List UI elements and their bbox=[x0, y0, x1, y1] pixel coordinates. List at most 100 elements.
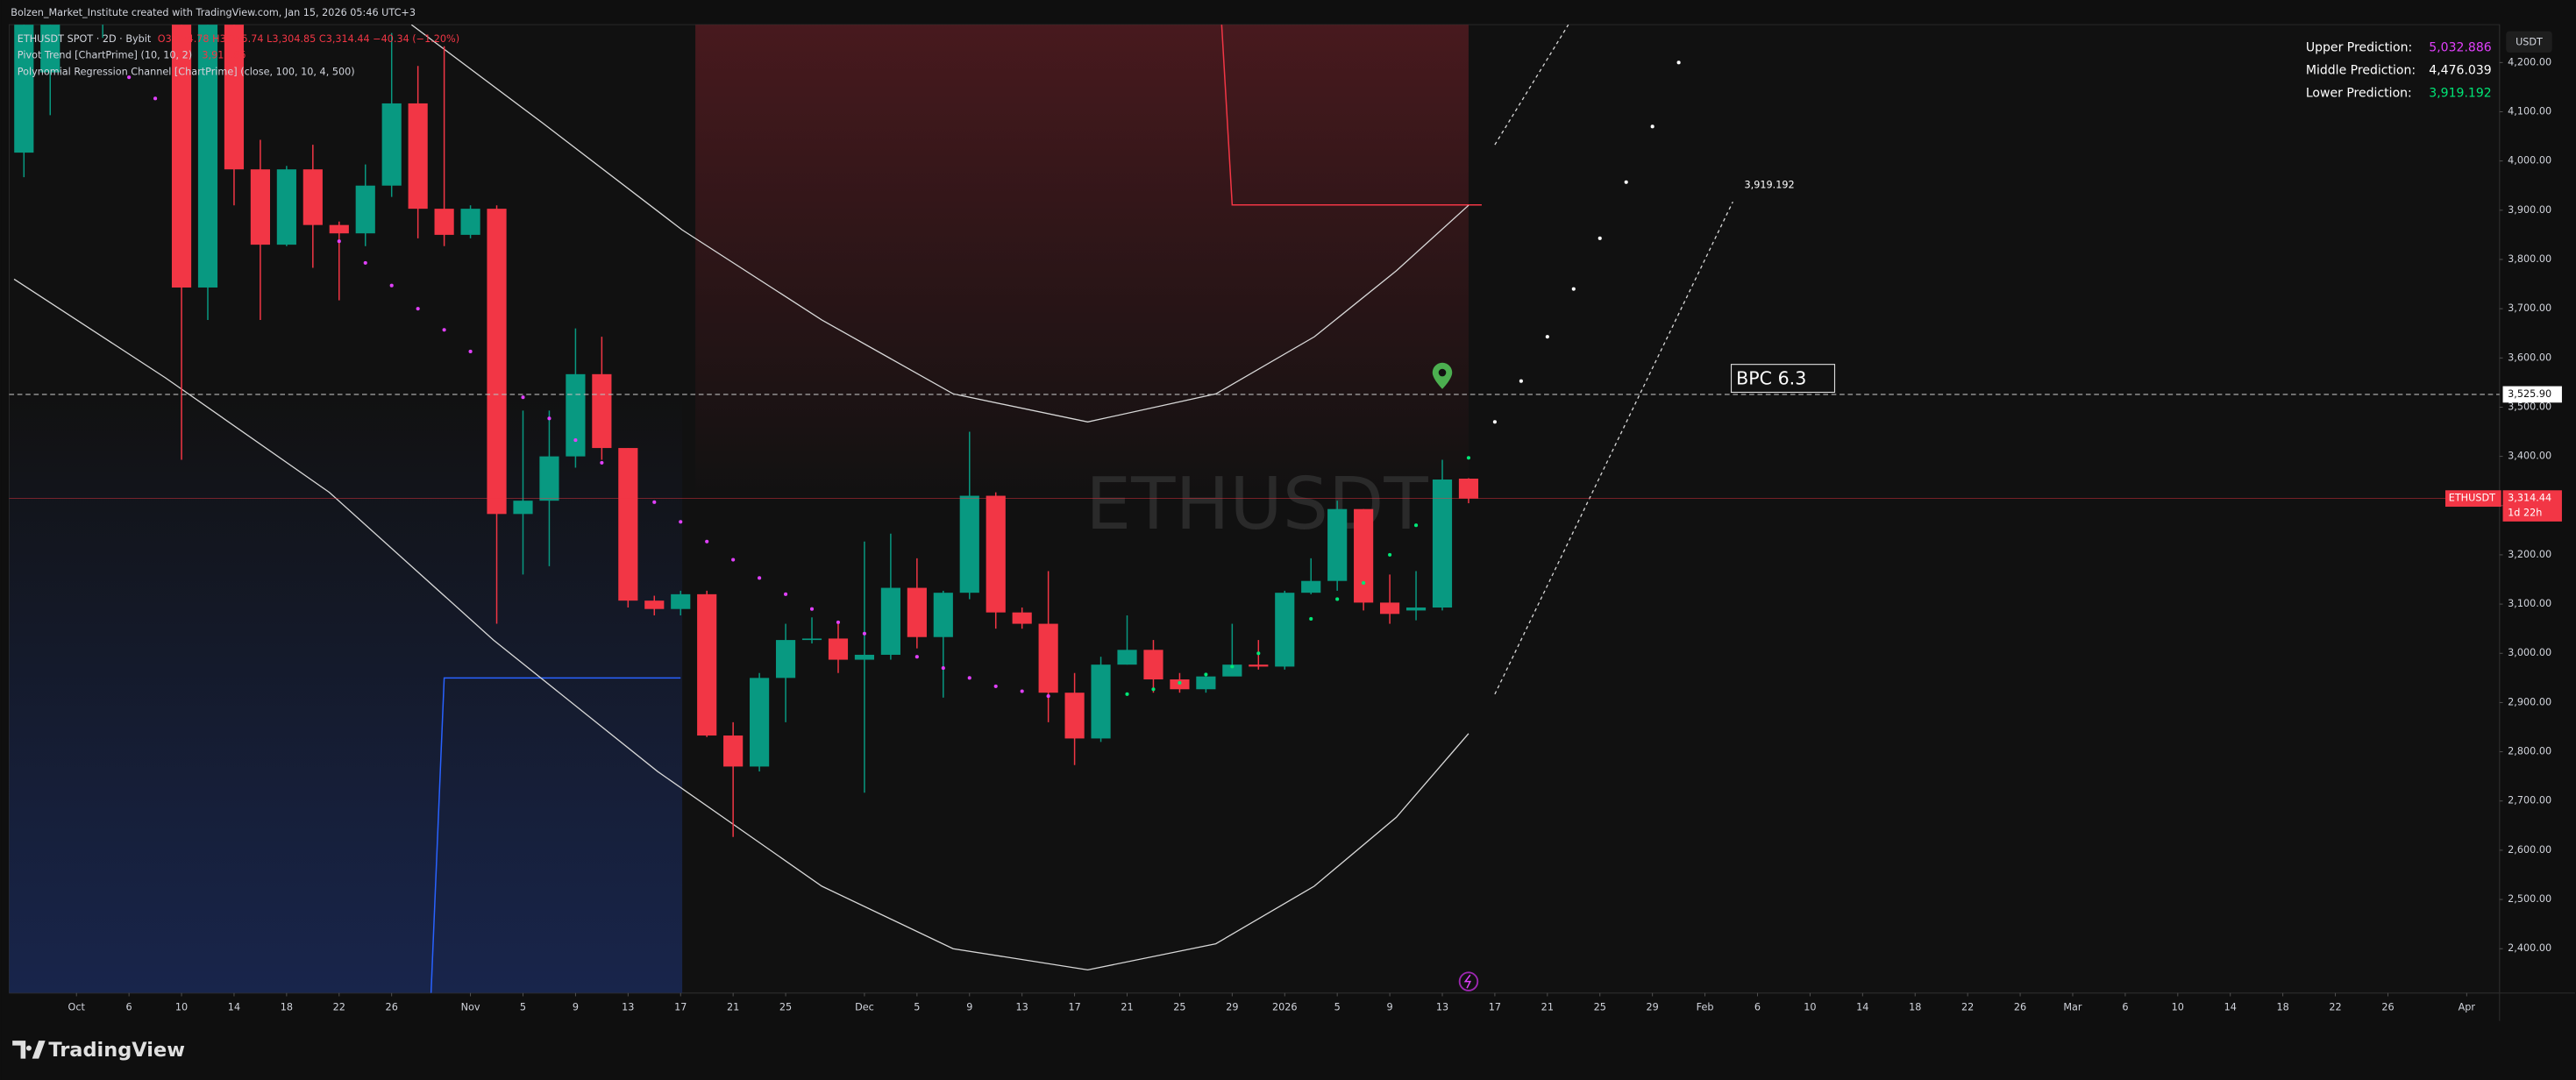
candle-body bbox=[854, 654, 875, 660]
brand-logo bbox=[12, 1041, 46, 1059]
pivot-dot bbox=[941, 666, 945, 671]
candle-body bbox=[986, 495, 1006, 613]
currency-box[interactable] bbox=[2506, 31, 2552, 53]
candle-body bbox=[381, 103, 402, 186]
candle-body bbox=[1064, 693, 1085, 739]
candle-body bbox=[1117, 650, 1137, 665]
candle-body bbox=[644, 600, 665, 609]
candle-body bbox=[828, 638, 849, 660]
regression-band bbox=[410, 25, 1469, 423]
candle-body bbox=[1432, 480, 1453, 608]
candle-body bbox=[513, 501, 533, 515]
x-tick-label: 21 bbox=[1121, 1002, 1133, 1013]
x-tick-label: 17 bbox=[1068, 1002, 1080, 1013]
candle-body bbox=[880, 587, 900, 655]
watermark: ETHUSDT bbox=[1085, 463, 1428, 546]
pivot-dot bbox=[127, 75, 132, 80]
candle-body bbox=[1091, 664, 1111, 739]
pivot-dot bbox=[1256, 651, 1261, 656]
y-tick-label: 4,200.00 bbox=[2508, 56, 2551, 68]
x-tick-label: Feb bbox=[1697, 1002, 1714, 1013]
pivot-dot bbox=[784, 592, 788, 596]
candle-body bbox=[1196, 676, 1216, 690]
candle-body bbox=[1327, 508, 1348, 581]
pivot-dot bbox=[1466, 456, 1471, 460]
pivot-dot bbox=[416, 307, 420, 311]
pivot-dot bbox=[1230, 664, 1235, 669]
candle-body bbox=[487, 209, 507, 515]
x-tick-label: 17 bbox=[1489, 1002, 1501, 1013]
candle-body bbox=[14, 25, 34, 153]
candle-body bbox=[566, 373, 586, 457]
pivot-dot bbox=[862, 631, 866, 636]
prediction-value: 5,032.886 bbox=[2429, 40, 2491, 54]
pivot-dot bbox=[914, 655, 919, 659]
prediction-label: Middle Prediction: bbox=[2306, 64, 2416, 78]
candle-body bbox=[329, 224, 349, 234]
indicator-name: Pivot Trend [ChartPrime] (10, 10, 2) bbox=[18, 50, 192, 61]
legend-indicator: Pivot Trend [ChartPrime] (10, 10, 2) 3,91… bbox=[18, 50, 246, 61]
x-tick-label: 25 bbox=[1173, 1002, 1185, 1013]
band-label: 3,919.192 bbox=[1745, 180, 1795, 191]
pivot-dot bbox=[1178, 680, 1182, 686]
projection-dot bbox=[1545, 335, 1549, 339]
y-tick-label: 2,400.00 bbox=[2508, 942, 2551, 954]
x-tick-label: 17 bbox=[674, 1002, 687, 1013]
pivot-dot bbox=[1335, 597, 1340, 601]
x-tick-label: 22 bbox=[333, 1002, 345, 1013]
projection-dot bbox=[1492, 420, 1497, 424]
event-bolt bbox=[1463, 974, 1472, 989]
indicator-value: 3,910.86 bbox=[202, 50, 246, 61]
brand[interactable]: TradingView bbox=[12, 1039, 185, 1062]
candle-body bbox=[1275, 593, 1295, 667]
candle-body bbox=[618, 448, 638, 601]
pivot-dot bbox=[468, 349, 473, 354]
prediction-value: 4,476.039 bbox=[2429, 64, 2491, 78]
x-tick-label: Nov bbox=[461, 1002, 480, 1013]
x-tick-label: Mar bbox=[2063, 1002, 2082, 1013]
pivot-dot bbox=[1309, 616, 1313, 622]
countdown: 1d 22h bbox=[2508, 508, 2542, 519]
ohlc: O3,354.78 H3,355.74 L3,304.85 C3,314.44 … bbox=[158, 33, 459, 45]
event-icon[interactable] bbox=[1458, 971, 1479, 991]
pivot-dot bbox=[363, 260, 367, 265]
currency[interactable]: USDT bbox=[2516, 37, 2543, 48]
crosshair-box bbox=[2502, 386, 2562, 403]
y-tick-label: 3,600.00 bbox=[2508, 352, 2551, 363]
y-tick-label: 3,700.00 bbox=[2508, 302, 2551, 314]
x-tick-label: 6 bbox=[1754, 1002, 1761, 1013]
candle-body bbox=[224, 25, 245, 170]
x-tick-label: 10 bbox=[1804, 1002, 1816, 1013]
pivot-dot bbox=[1020, 689, 1024, 693]
candle-body bbox=[1012, 612, 1032, 624]
pivot-level bbox=[430, 677, 681, 993]
x-tick-label: 26 bbox=[386, 1002, 398, 1013]
candle-body bbox=[276, 169, 296, 245]
pivot-dot bbox=[1151, 687, 1156, 692]
candle-body bbox=[434, 209, 454, 235]
x-tick-label: 26 bbox=[2381, 1002, 2394, 1013]
x-tick-label: 14 bbox=[2224, 1002, 2237, 1013]
crosshair-label: 3,525.90 bbox=[2508, 388, 2551, 400]
x-tick-label: 9 bbox=[1387, 1002, 1393, 1013]
y-tick-label: 3,800.00 bbox=[2508, 253, 2551, 265]
pivot-dot bbox=[758, 576, 762, 580]
pivot-dot bbox=[521, 395, 525, 400]
bull-zone bbox=[9, 394, 683, 993]
x-tick-label: 18 bbox=[2276, 1002, 2288, 1013]
candle-body bbox=[1301, 580, 1321, 593]
regression-band bbox=[1494, 201, 1733, 695]
x-tick-label: 10 bbox=[2172, 1002, 2184, 1013]
x-tick-label: 29 bbox=[1226, 1002, 1238, 1013]
pivot-dot bbox=[1204, 672, 1208, 677]
x-tick-label: Apr bbox=[2459, 1002, 2476, 1013]
y-tick-label: 3,100.00 bbox=[2508, 598, 2551, 609]
x-tick-label: 21 bbox=[1541, 1002, 1554, 1013]
y-tick-label: 4,000.00 bbox=[2508, 155, 2551, 167]
pivot-dot bbox=[547, 416, 551, 421]
pivot-dot bbox=[389, 283, 394, 288]
candle-body bbox=[355, 185, 375, 234]
prediction-value: 3,919.192 bbox=[2429, 87, 2491, 101]
pivot-dot bbox=[836, 620, 841, 624]
